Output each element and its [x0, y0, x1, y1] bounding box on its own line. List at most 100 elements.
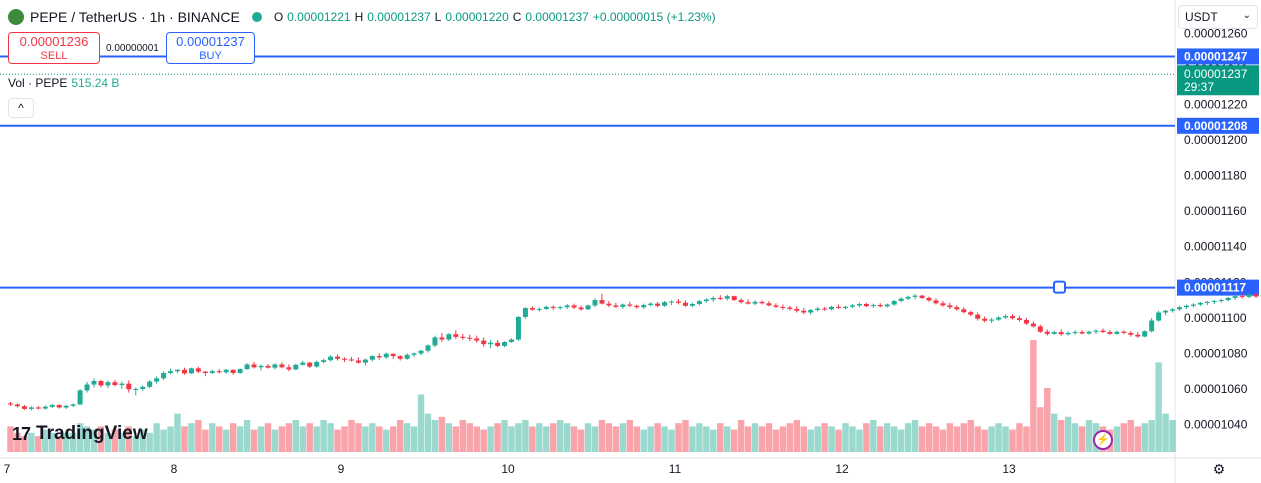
volume-bar [884, 423, 891, 452]
candle-body [230, 369, 236, 373]
candle-body [1065, 332, 1071, 335]
candle-body [627, 304, 633, 306]
volume-bar [849, 426, 856, 452]
candle-body [1197, 302, 1203, 305]
volume-bar [932, 426, 940, 452]
candle-body [1225, 297, 1231, 301]
currency-select[interactable]: USDT ⌄ [1178, 5, 1258, 29]
volume-bar [83, 426, 91, 452]
candle-body [181, 369, 187, 374]
hline-price-label: 0.00001117 [1184, 281, 1246, 295]
candle-body [682, 302, 688, 306]
tradingview-name: TradingView [36, 423, 148, 444]
candle-body [975, 314, 981, 319]
candle-body [98, 380, 104, 386]
candle-body [557, 307, 563, 309]
bolt-icon[interactable]: ⚡ [1093, 430, 1113, 450]
candle-body [1211, 300, 1217, 302]
gear-icon[interactable]: ⚙ [1212, 461, 1226, 477]
volume-bar [995, 423, 1002, 452]
volume-bar [271, 429, 279, 452]
volume-bar [69, 432, 77, 452]
ohlc-legend: O 0.00001221 H 0.00001237 L 0.00001220 C 0.0… [274, 10, 716, 24]
volume-bar [856, 429, 863, 452]
x-tick-label: 12 [835, 462, 849, 476]
volume-bar [396, 420, 404, 452]
volume-bar [647, 426, 654, 452]
candle-body [446, 334, 452, 340]
candle-body [571, 305, 577, 308]
volume-bar [988, 426, 995, 452]
candle-body [175, 369, 180, 372]
volume-bar [341, 426, 348, 452]
candle-body [752, 301, 758, 304]
candle-body [836, 306, 842, 308]
y-tick-label: 0.00001220 [1184, 97, 1248, 111]
volume-bar [911, 420, 919, 452]
volume-bar [160, 429, 167, 452]
volume-bar [424, 413, 432, 452]
volume-bar [62, 432, 70, 452]
candle-body [188, 368, 194, 374]
candle-body [293, 364, 299, 370]
open-label: O [273, 10, 284, 24]
volume-bar [445, 423, 453, 452]
buy-label: BUY [199, 50, 222, 62]
volume-legend[interactable]: Vol · PEPE 515.24 B [8, 76, 119, 90]
candle-body [898, 298, 904, 301]
candle-body [1121, 331, 1127, 333]
volume-bar [1044, 388, 1051, 452]
candle-body [474, 338, 480, 341]
volume-bar [285, 423, 293, 452]
volume-bar [452, 426, 460, 452]
candle-body [1107, 332, 1113, 334]
sell-button[interactable]: 0.00001236 SELL [8, 32, 100, 64]
volume-bar [1002, 426, 1009, 452]
x-tick-label: 10 [501, 462, 515, 476]
volume-bar [306, 423, 313, 452]
volume-bar [1120, 423, 1128, 452]
volume-bar [1078, 426, 1086, 452]
candle-body [1030, 323, 1036, 327]
spread-value: 0.00000001 [106, 43, 159, 54]
candle-body [676, 301, 681, 303]
candle-body [1010, 316, 1015, 319]
candle-body [105, 382, 111, 386]
candle-body [119, 383, 125, 386]
candle-body [77, 390, 83, 405]
candle-body [655, 303, 661, 306]
candle-body [641, 305, 647, 308]
candle-body [1086, 331, 1092, 334]
candle-body [1190, 304, 1196, 306]
sell-label: SELL [40, 50, 68, 62]
symbol-title[interactable]: PEPE / TetherUS · 1h · BINANCE [30, 9, 240, 25]
candle-body [42, 406, 48, 409]
volume-bar [473, 426, 480, 452]
candle-body [244, 364, 250, 370]
volume-bar [181, 426, 188, 452]
collapse-legend-button[interactable]: ^ [8, 98, 34, 118]
last-price-tag [1177, 65, 1259, 96]
candle-body [1246, 294, 1252, 297]
volume-bar [710, 429, 717, 452]
volume-bar [612, 426, 620, 452]
candle-body [1183, 305, 1189, 308]
candle-body [251, 364, 257, 368]
volume-bar [522, 420, 529, 452]
candle-body [168, 371, 174, 373]
volume-bar [1134, 426, 1141, 452]
candle-body [648, 303, 654, 306]
buy-button[interactable]: 0.00001237 BUY [166, 32, 255, 64]
candle-body [926, 297, 932, 301]
volume-bar [264, 423, 272, 452]
volume-bar [737, 420, 745, 452]
y-tick-label: 0.00001200 [1184, 133, 1248, 147]
last-price-label: 0.00001237 [1184, 67, 1248, 81]
volume-bar [188, 423, 195, 452]
volume-bar [1155, 362, 1162, 452]
candle-body [314, 361, 320, 367]
candle-body [502, 342, 508, 346]
candle-body [759, 301, 765, 304]
candle-body [390, 353, 396, 357]
